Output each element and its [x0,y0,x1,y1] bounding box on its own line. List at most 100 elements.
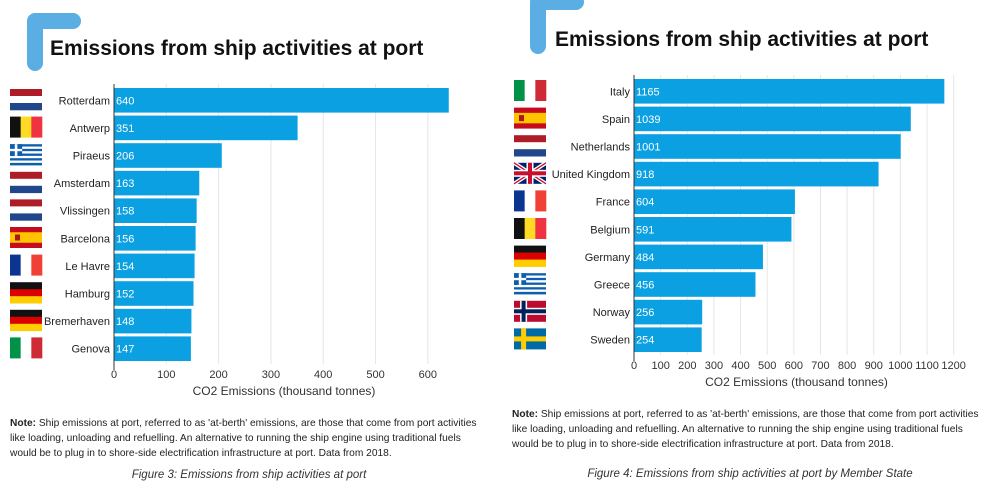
category-label: Antwerp [70,123,110,135]
category-label: Bremerhaven [44,316,110,328]
bar-italy [634,79,945,104]
figure-caption-right: Figure 4: Emissions from ship activities… [587,468,913,480]
bar-value-label: 484 [636,252,654,264]
bar-amsterdam [114,170,200,196]
bar-belgium [634,217,792,242]
bar-sweden [634,327,702,352]
bar-rotterdam [114,88,449,113]
category-label: Rotterdam [59,95,110,107]
x-tick-label: 300 [705,360,723,372]
x-tick-label: 900 [865,360,883,372]
bar-value-label: 1165 [636,86,660,98]
x-tick-label: 800 [838,360,856,372]
bar-spain [634,106,911,132]
bar-vlissingen [114,198,197,223]
flag-nl-icon [514,135,546,157]
bar-value-label: 640 [116,95,134,107]
bar-le-havre [114,253,195,279]
bar-value-label: 154 [116,261,134,273]
category-label: France [596,197,630,209]
x-tick-label: 1000 [888,360,912,372]
category-label: Norway [593,307,631,319]
bar-netherlands [634,134,901,159]
x-tick-label: 100 [651,360,669,372]
category-label: Spain [602,114,630,126]
x-tick-label: 500 [758,360,776,372]
bar-germany [634,244,763,270]
bar-value-label: 591 [636,224,654,236]
x-tick-label: 600 [419,369,437,381]
bar-genova [114,336,191,361]
flag-fr-icon [10,254,43,276]
bar-value-label: 1001 [636,142,660,154]
bar-bremerhaven [114,308,192,334]
flag-de-icon [10,282,42,304]
x-tick-label: 700 [811,360,829,372]
flag-de-icon [10,309,42,332]
chart-member-states: Emissions from ship activities at port 0 1… [530,0,966,389]
note-text: Ship emissions at port, referred to as '… [512,409,979,450]
figure-caption-left: Figure 3: Emissions from ship activities… [131,469,367,481]
flag-es-icon [10,227,42,248]
x-tick-label: 1200 [941,360,965,372]
bar-barcelona [114,226,196,251]
category-label: Italy [610,86,631,98]
x-tick-label: 300 [262,369,280,381]
bar-value-label: 163 [116,178,134,190]
bar-piraeus [114,143,222,168]
category-label: Barcelona [60,233,110,245]
bar-value-label: 147 [116,344,134,356]
flag-no-icon [514,300,546,322]
note-text: Ship emissions at port, referred to as '… [10,418,477,459]
flag-nl-icon [10,89,42,111]
category-label: United Kingdom [552,169,630,181]
note-right: Note: Ship emissions at port, referred t… [512,407,988,452]
category-label: Sweden [590,335,630,347]
x-tick-label: 400 [731,360,749,372]
flag-se-icon [514,328,546,350]
flag-be-icon [10,116,43,138]
note-label: Note: [10,418,37,429]
bar-value-label: 254 [636,335,654,347]
bar-france [634,189,795,214]
category-label: Piraeus [73,151,111,163]
bar-value-label: 152 [116,289,134,301]
chart-title: Emissions from ship activities at port [555,28,928,51]
flag-gb-icon [512,161,548,186]
note-left: Note: Ship emissions at port, referred t… [10,416,488,461]
bar-value-label: 918 [636,169,654,181]
category-label: Belgium [590,224,630,236]
flag-gr-icon [514,273,546,295]
flag-be-icon [514,218,547,239]
category-label: Vlissingen [60,206,110,218]
category-label: Genova [71,344,110,356]
x-tick-label: 600 [785,360,803,372]
x-axis-label: CO2 Emissions (thousand tonnes) [705,375,888,389]
category-label: Hamburg [65,289,110,301]
bar-greece [634,272,756,297]
category-label: Le Havre [65,261,110,273]
x-tick-label: 200 [678,360,696,372]
category-label: Netherlands [571,142,631,154]
x-tick-label: 1100 [915,360,939,372]
x-tick-label: 0 [111,369,117,381]
bar-value-label: 148 [116,316,134,328]
chart-ports: Emissions from ship activities at port 0 1… [27,13,449,398]
category-label: Greece [594,280,630,292]
bar-value-label: 256 [636,307,654,319]
bar-value-label: 604 [636,197,654,209]
bar-value-label: 206 [116,151,134,163]
bar-united-kingdom [634,161,879,187]
note-label: Note: [512,409,539,420]
bar-hamburg [114,281,194,306]
bar-value-label: 351 [116,123,134,135]
flag-it-icon [10,337,43,359]
bar-value-label: 158 [116,206,134,218]
title-bracket-icon [27,13,81,71]
x-axis-label: CO2 Emissions (thousand tonnes) [193,384,376,398]
bar-norway [634,299,703,325]
flag-nl-icon [10,199,42,221]
x-tick-label: 200 [209,369,227,381]
